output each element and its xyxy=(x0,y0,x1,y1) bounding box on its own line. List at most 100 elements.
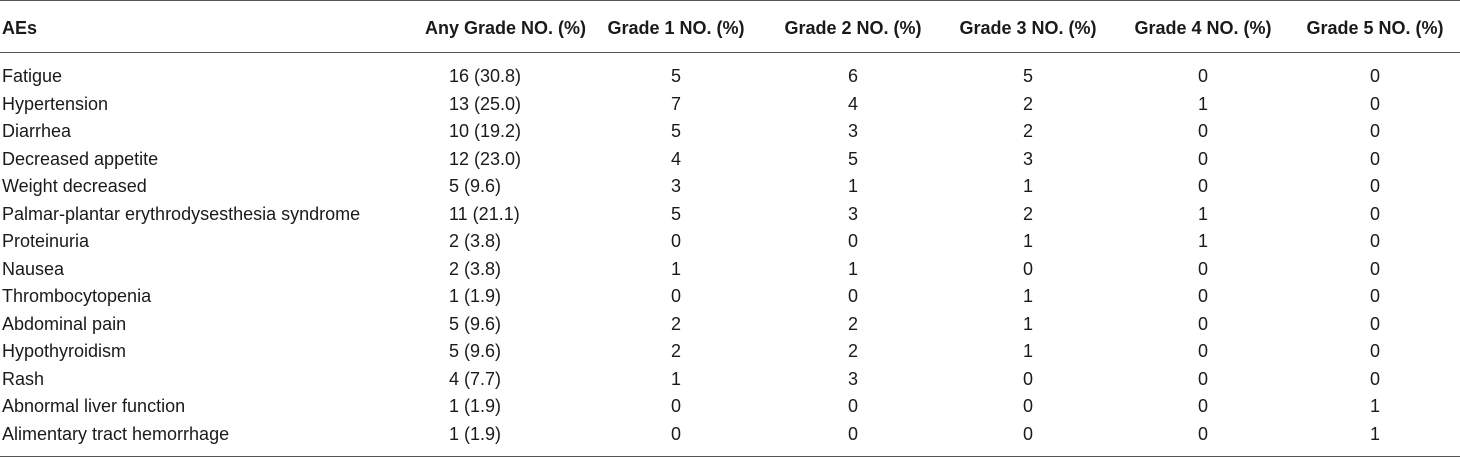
table-bottom-rule xyxy=(0,456,1460,457)
cell-any-grade: 1 (1.9) xyxy=(449,423,502,444)
cell-grade-5: 0 xyxy=(1369,258,1380,279)
table-header-rule xyxy=(0,52,1460,53)
cell-grade-5: 0 xyxy=(1369,341,1380,361)
cell-any-grade: 11 (21.1) xyxy=(449,203,520,224)
cell-grade-1: 2 xyxy=(670,313,681,334)
cell-any-grade: 4 (7.7) xyxy=(449,368,502,389)
cell-grade-2: 0 xyxy=(847,396,858,416)
table-row: Alimentary tract hemorrhage 1 (1.9) 0 0 0 0 1 xyxy=(0,421,1460,449)
cell-grade-3: 1 xyxy=(1022,176,1033,196)
cell-any-grade: 10 (19.2) xyxy=(449,121,522,141)
table-row: Rash 4 (7.7) 1 3 0 0 0 xyxy=(0,366,1460,394)
cell-grade-2: 1 xyxy=(847,258,858,279)
table-row: Fatigue 16 (30.8) 5 6 5 0 0 xyxy=(0,56,1460,91)
cell-grade-1: 0 xyxy=(670,423,681,444)
cell-grade-1: 0 xyxy=(670,231,681,251)
cell-grade-2: 2 xyxy=(847,341,858,361)
cell-grade-1: 3 xyxy=(670,176,681,196)
table-body: Fatigue 16 (30.8) 5 6 5 0 0 Hypertension 13 (25.… xyxy=(0,56,1460,448)
cell-any-grade: 1 (1.9) xyxy=(449,396,502,416)
header-row: AEs Any Grade NO. (%) Grade 1 NO. (%) Gr… xyxy=(0,0,1460,56)
cell-ae: Hypertension xyxy=(2,93,109,114)
cell-any-grade: 2 (3.8) xyxy=(449,231,502,251)
cell-grade-4: 0 xyxy=(1197,313,1208,334)
table-row: Abdominal pain 5 (9.6) 2 2 1 0 0 xyxy=(0,311,1460,339)
cell-grade-5: 0 xyxy=(1369,121,1380,141)
table-row: Palmar-plantar erythrodysesthesia syndro… xyxy=(0,201,1460,229)
cell-grade-2: 5 xyxy=(847,148,858,169)
cell-grade-5: 1 xyxy=(1369,423,1380,444)
cell-ae: Nausea xyxy=(2,258,65,279)
cell-grade-5: 0 xyxy=(1369,148,1380,169)
header-grade-4: Grade 4 NO. (%) xyxy=(1134,17,1272,38)
cell-grade-2: 3 xyxy=(847,368,858,389)
cell-ae: Hypothyroidism xyxy=(2,341,127,361)
header-grade-1: Grade 1 NO. (%) xyxy=(607,17,745,38)
cell-grade-4: 0 xyxy=(1197,121,1208,141)
cell-grade-4: 0 xyxy=(1197,396,1208,416)
cell-grade-4: 0 xyxy=(1197,341,1208,361)
table-row: Diarrhea 10 (19.2) 5 3 2 0 0 xyxy=(0,118,1460,146)
cell-ae: Diarrhea xyxy=(2,121,72,141)
cell-any-grade: 1 (1.9) xyxy=(449,286,502,306)
table-row: Abnormal liver function 1 (1.9) 0 0 0 0 1 xyxy=(0,393,1460,421)
table-row: Nausea 2 (3.8) 1 1 0 0 0 xyxy=(0,256,1460,284)
cell-grade-1: 1 xyxy=(670,368,681,389)
table-row: Proteinuria 2 (3.8) 0 0 1 1 0 xyxy=(0,228,1460,256)
cell-grade-4: 0 xyxy=(1197,148,1208,169)
cell-grade-1: 1 xyxy=(670,258,681,279)
cell-grade-4: 0 xyxy=(1197,286,1208,306)
cell-grade-4: 0 xyxy=(1197,258,1208,279)
cell-grade-4: 0 xyxy=(1197,176,1208,196)
table-row: Hypothyroidism 5 (9.6) 2 2 1 0 0 xyxy=(0,338,1460,366)
cell-grade-3: 0 xyxy=(1022,368,1033,389)
table-row: Weight decreased 5 (9.6) 3 1 1 0 0 xyxy=(0,173,1460,201)
table-row: Decreased appetite 12 (23.0) 4 5 3 0 0 xyxy=(0,146,1460,174)
cell-grade-2: 3 xyxy=(847,121,858,141)
cell-ae: Alimentary tract hemorrhage xyxy=(2,423,230,444)
cell-grade-5: 1 xyxy=(1369,396,1380,416)
cell-ae: Abnormal liver function xyxy=(2,396,186,416)
cell-grade-1: 2 xyxy=(670,341,681,361)
cell-grade-4: 1 xyxy=(1197,93,1208,114)
cell-grade-1: 5 xyxy=(670,66,681,86)
cell-grade-5: 0 xyxy=(1369,93,1380,114)
cell-any-grade: 16 (30.8) xyxy=(449,66,522,86)
table-header: AEs Any Grade NO. (%) Grade 1 NO. (%) Gr… xyxy=(0,0,1460,56)
cell-grade-2: 6 xyxy=(847,66,858,86)
cell-grade-5: 0 xyxy=(1369,231,1380,251)
cell-grade-2: 2 xyxy=(847,313,858,334)
cell-grade-3: 2 xyxy=(1022,93,1033,114)
cell-grade-2: 0 xyxy=(847,231,858,251)
cell-grade-4: 1 xyxy=(1197,203,1208,224)
cell-grade-3: 3 xyxy=(1022,148,1033,169)
cell-grade-4: 0 xyxy=(1197,423,1208,444)
cell-grade-2: 4 xyxy=(847,93,858,114)
cell-ae: Palmar-plantar erythrodysesthesia syndro… xyxy=(2,203,361,224)
adverse-events-table: AEs Any Grade NO. (%) Grade 1 NO. (%) Gr… xyxy=(0,0,1460,448)
cell-grade-3: 1 xyxy=(1022,286,1033,306)
header-grade-5: Grade 5 NO. (%) xyxy=(1306,17,1444,38)
header-any-grade: Any Grade NO. (%) xyxy=(424,17,586,38)
cell-grade-1: 5 xyxy=(670,203,681,224)
cell-grade-2: 0 xyxy=(847,286,858,306)
cell-any-grade: 5 (9.6) xyxy=(449,176,502,196)
cell-grade-3: 5 xyxy=(1022,66,1033,86)
cell-ae: Rash xyxy=(2,368,45,389)
table-top-rule xyxy=(0,0,1460,1)
cell-grade-1: 4 xyxy=(670,148,681,169)
cell-ae: Abdominal pain xyxy=(2,313,127,334)
cell-grade-3: 0 xyxy=(1022,258,1033,279)
cell-grade-5: 0 xyxy=(1369,203,1380,224)
cell-grade-2: 1 xyxy=(847,176,858,196)
cell-grade-1: 0 xyxy=(670,286,681,306)
cell-any-grade: 5 (9.6) xyxy=(449,313,502,334)
cell-ae: Weight decreased xyxy=(2,176,147,196)
cell-ae: Thrombocytopenia xyxy=(2,286,152,306)
table-row: Thrombocytopenia 1 (1.9) 0 0 1 0 0 xyxy=(0,283,1460,311)
cell-grade-5: 0 xyxy=(1369,66,1380,86)
table-row: Hypertension 13 (25.0) 7 4 2 1 0 xyxy=(0,91,1460,119)
header-grade-2: Grade 2 NO. (%) xyxy=(784,17,922,38)
cell-grade-3: 1 xyxy=(1022,341,1033,361)
